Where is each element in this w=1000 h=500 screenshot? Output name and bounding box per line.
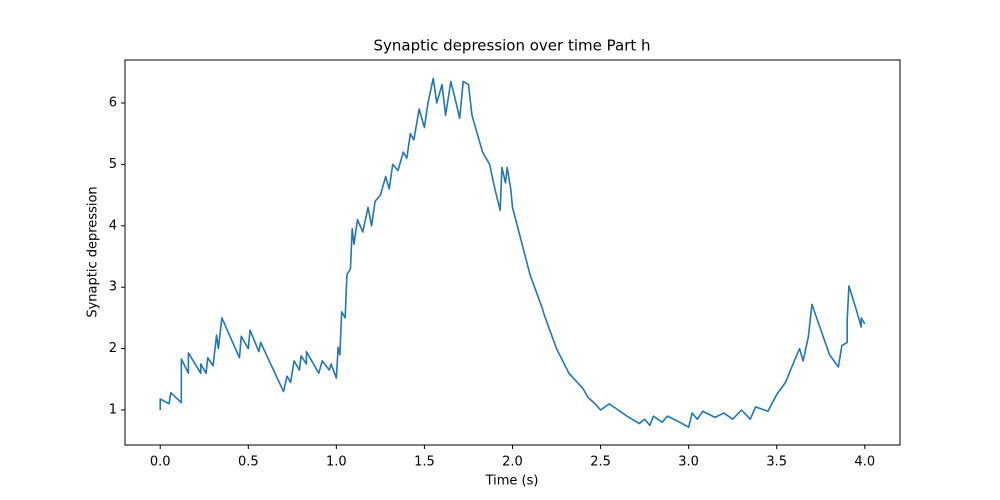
y-tick-label: 3: [109, 280, 117, 295]
y-tick-label: 4: [109, 218, 117, 233]
x-tick-label: 2.0: [502, 455, 523, 470]
x-tick-label: 3.0: [678, 455, 699, 470]
y-tick-label: 1: [109, 403, 117, 418]
y-axis-label: Synaptic depression: [86, 186, 101, 317]
x-axis-label: Time (s): [485, 474, 539, 489]
data-line: [159, 77, 866, 428]
x-tick-label: 1.5: [414, 455, 435, 470]
y-tick-label: 5: [109, 157, 117, 172]
x-tick-label: 4.0: [854, 455, 875, 470]
x-tick-label: 0.5: [238, 455, 259, 470]
y-tick-label: 2: [109, 341, 117, 356]
x-tick-label: 2.5: [590, 455, 611, 470]
y-tick-label: 6: [109, 95, 117, 110]
x-tick-label: 0.0: [150, 455, 171, 470]
chart-title: Synaptic depression over time Part h: [373, 37, 650, 55]
x-tick-label: 3.5: [766, 455, 787, 470]
x-tick-label: 1.0: [326, 455, 347, 470]
